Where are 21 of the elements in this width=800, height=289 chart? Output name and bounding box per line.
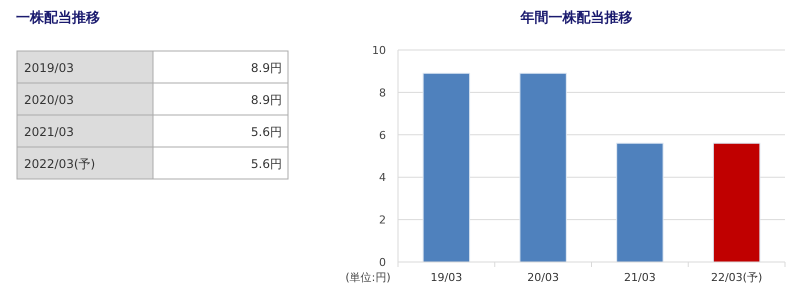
x-tick-label: 21/03 (624, 271, 656, 284)
y-tick-label: 2 (379, 214, 386, 227)
y-tick-label: 10 (372, 44, 386, 57)
text: 5.6円 (250, 125, 282, 139)
x-tick-label: 20/03 (527, 271, 559, 284)
text: 8.9円 (250, 61, 282, 75)
text: 5.6円 (250, 157, 282, 171)
y-tick-label: 6 (379, 128, 386, 142)
y-tick-label: 8 (379, 86, 386, 100)
text: 8.9円 (250, 93, 282, 107)
category-label: 2022/03(予) (24, 157, 96, 171)
category-label: 2021/03 (24, 125, 74, 139)
category-label: 2020/03 (24, 93, 74, 107)
x-tick-label: 19/03 (430, 271, 462, 284)
y-tick-label: 4 (379, 171, 386, 184)
x-tick-label: 22/03(予) (710, 271, 762, 284)
category-label: 2019/03 (24, 61, 74, 75)
text: 一株配当推移 (16, 10, 100, 26)
y-tick-label: 0 (379, 256, 386, 269)
text: (単位:円) (345, 271, 391, 284)
chart-title: 年間一株配当推移 (520, 10, 632, 26)
